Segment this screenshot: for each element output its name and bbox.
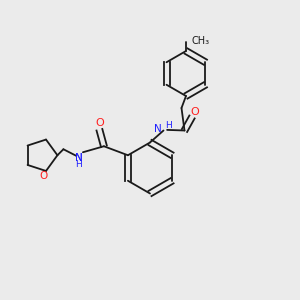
Text: N: N: [74, 153, 82, 163]
Text: O: O: [40, 171, 48, 181]
Text: O: O: [190, 107, 199, 118]
Text: H: H: [75, 160, 82, 169]
Text: H: H: [165, 121, 172, 130]
Text: N: N: [74, 153, 82, 163]
Text: O: O: [95, 118, 104, 128]
Text: N: N: [154, 124, 162, 134]
Text: CH₃: CH₃: [191, 35, 209, 46]
